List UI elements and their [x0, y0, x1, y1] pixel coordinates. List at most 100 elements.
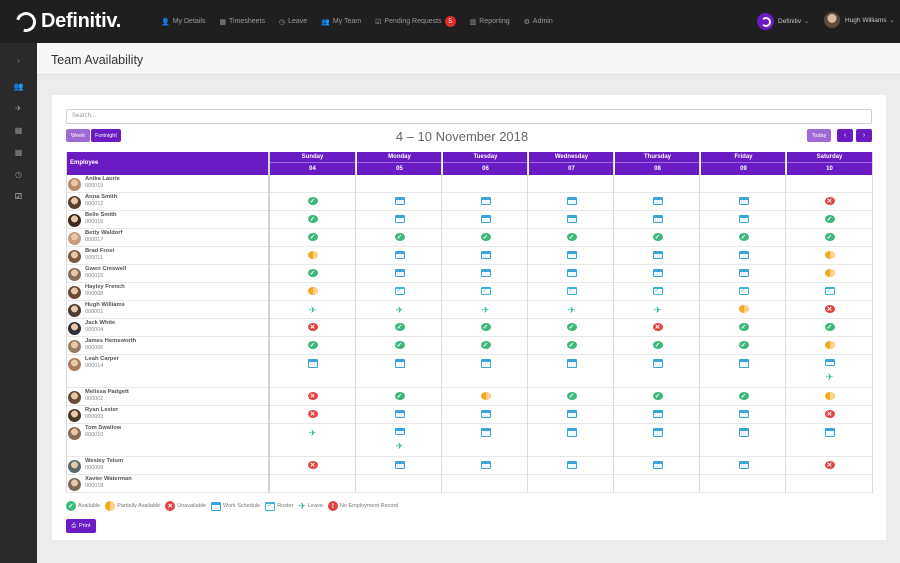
availability-cell[interactable] [529, 247, 614, 265]
search-input[interactable]: Search... [66, 109, 872, 124]
availability-cell[interactable] [615, 193, 700, 211]
availability-cell[interactable] [615, 457, 700, 475]
availability-cell[interactable] [615, 424, 700, 457]
availability-cell[interactable]: ✓ [270, 193, 355, 211]
availability-cell[interactable]: ✓ [529, 388, 614, 406]
availability-cell[interactable] [529, 457, 614, 475]
availability-cell[interactable]: ✓ [270, 229, 355, 247]
availability-cell[interactable] [615, 265, 700, 283]
expand-icon[interactable]: › [17, 55, 20, 65]
availability-cell[interactable] [270, 283, 355, 301]
availability-cell[interactable] [529, 193, 614, 211]
availability-cell[interactable]: ✓ [357, 388, 442, 406]
fortnight-view-button[interactable]: Fortnight [91, 129, 121, 142]
nav-item-leave[interactable]: ◷ Leave [279, 18, 307, 26]
availability-cell[interactable] [701, 355, 786, 388]
availability-cell[interactable] [701, 406, 786, 424]
employee-cell[interactable]: Hugh Williams 000001 [66, 302, 268, 319]
availability-cell[interactable]: ✈ [443, 301, 528, 319]
nav-item-admin[interactable]: ⚙ Admin [524, 18, 553, 26]
clock-icon[interactable]: ◷ [15, 169, 22, 179]
availability-cell[interactable]: ✕ [270, 457, 355, 475]
nav-item-reporting[interactable]: ▥ Reporting [470, 18, 510, 26]
availability-cell[interactable] [357, 193, 442, 211]
availability-cell[interactable] [443, 388, 528, 406]
availability-cell[interactable]: ✈ [615, 301, 700, 319]
next-week-button[interactable]: › [856, 129, 872, 142]
availability-cell[interactable] [701, 265, 786, 283]
calendar-check-icon[interactable]: ☑ [14, 191, 23, 201]
availability-cell[interactable] [701, 424, 786, 457]
calendar-icon[interactable]: ▦ [14, 125, 23, 135]
availability-cell[interactable] [701, 193, 786, 211]
availability-cell[interactable] [787, 424, 872, 457]
availability-cell[interactable]: ✓ [270, 211, 355, 229]
availability-cell[interactable] [529, 211, 614, 229]
availability-cell[interactable] [615, 406, 700, 424]
employee-cell[interactable]: Xavier Waterman 000018 [66, 476, 268, 493]
availability-cell[interactable] [357, 406, 442, 424]
availability-cell[interactable] [529, 175, 614, 193]
availability-cell[interactable]: ✓ [701, 229, 786, 247]
org-switcher[interactable]: Definitiv ⌄ [757, 13, 809, 30]
availability-cell[interactable] [443, 424, 528, 457]
employee-cell[interactable]: Anna Smith 000012 [66, 194, 268, 211]
calendar-icon[interactable]: ▦ [14, 147, 23, 157]
previous-week-button[interactable]: ‹ [837, 129, 853, 142]
nav-item-timesheets[interactable]: ▦ Timesheets [219, 18, 265, 26]
availability-cell[interactable]: ✕ [270, 406, 355, 424]
availability-cell[interactable]: ✈ [270, 301, 355, 319]
availability-cell[interactable] [357, 175, 442, 193]
availability-cell[interactable]: ✓ [357, 319, 442, 337]
availability-cell[interactable]: ✓ [529, 337, 614, 355]
availability-cell[interactable]: ✕ [787, 301, 872, 319]
availability-cell[interactable] [787, 265, 872, 283]
availability-cell[interactable]: ✓ [701, 319, 786, 337]
availability-cell[interactable]: ✕ [615, 319, 700, 337]
availability-cell[interactable] [787, 175, 872, 193]
nav-item-pending-requests[interactable]: ☑ Pending Requests 5 [375, 16, 456, 27]
availability-cell[interactable]: ✓ [443, 337, 528, 355]
availability-cell[interactable]: ✕ [787, 457, 872, 475]
availability-cell[interactable] [529, 406, 614, 424]
employee-cell[interactable]: Hayley French 000008 [66, 284, 268, 301]
availability-cell[interactable]: ✓ [529, 229, 614, 247]
print-button[interactable]: ⎙ Print [66, 519, 96, 533]
availability-cell[interactable] [787, 388, 872, 406]
availability-cell[interactable]: ✓ [787, 319, 872, 337]
availability-cell[interactable] [357, 355, 442, 388]
availability-cell[interactable]: ✕ [270, 319, 355, 337]
availability-cell[interactable] [701, 211, 786, 229]
availability-cell[interactable]: ✓ [615, 229, 700, 247]
availability-cell[interactable]: ✈ [529, 301, 614, 319]
availability-cell[interactable]: ✕ [787, 406, 872, 424]
employee-cell[interactable]: Tom Swallow 000010 [66, 425, 268, 457]
nav-item-my-team[interactable]: 👥 My Team [321, 18, 361, 26]
availability-cell[interactable] [270, 175, 355, 193]
availability-cell[interactable] [529, 475, 614, 493]
employee-cell[interactable]: Leah Carper 000014 [66, 356, 268, 388]
availability-cell[interactable] [787, 247, 872, 265]
availability-cell[interactable] [357, 211, 442, 229]
availability-cell[interactable] [529, 265, 614, 283]
availability-cell[interactable]: ✓ [270, 337, 355, 355]
availability-cell[interactable]: ✈ [787, 355, 872, 388]
availability-cell[interactable]: ✓ [443, 319, 528, 337]
availability-cell[interactable] [787, 475, 872, 493]
availability-cell[interactable] [615, 247, 700, 265]
availability-cell[interactable]: ✓ [701, 337, 786, 355]
availability-cell[interactable] [357, 457, 442, 475]
employee-cell[interactable]: Ryan Lester 000003 [66, 407, 268, 424]
employee-cell[interactable]: Betty Waldorf 000017 [66, 230, 268, 247]
availability-cell[interactable] [443, 193, 528, 211]
availability-cell[interactable] [443, 355, 528, 388]
employee-cell[interactable]: Anika Laurie 000019 [66, 176, 268, 193]
availability-cell[interactable] [701, 247, 786, 265]
availability-cell[interactable] [443, 283, 528, 301]
employee-cell[interactable]: Melissa Padgett 000002 [66, 389, 268, 406]
employee-cell[interactable]: Wesley Telum 000009 [66, 458, 268, 475]
availability-cell[interactable]: ✓ [529, 319, 614, 337]
availability-cell[interactable] [443, 406, 528, 424]
availability-cell[interactable]: ✓ [270, 265, 355, 283]
availability-cell[interactable]: ✕ [787, 193, 872, 211]
